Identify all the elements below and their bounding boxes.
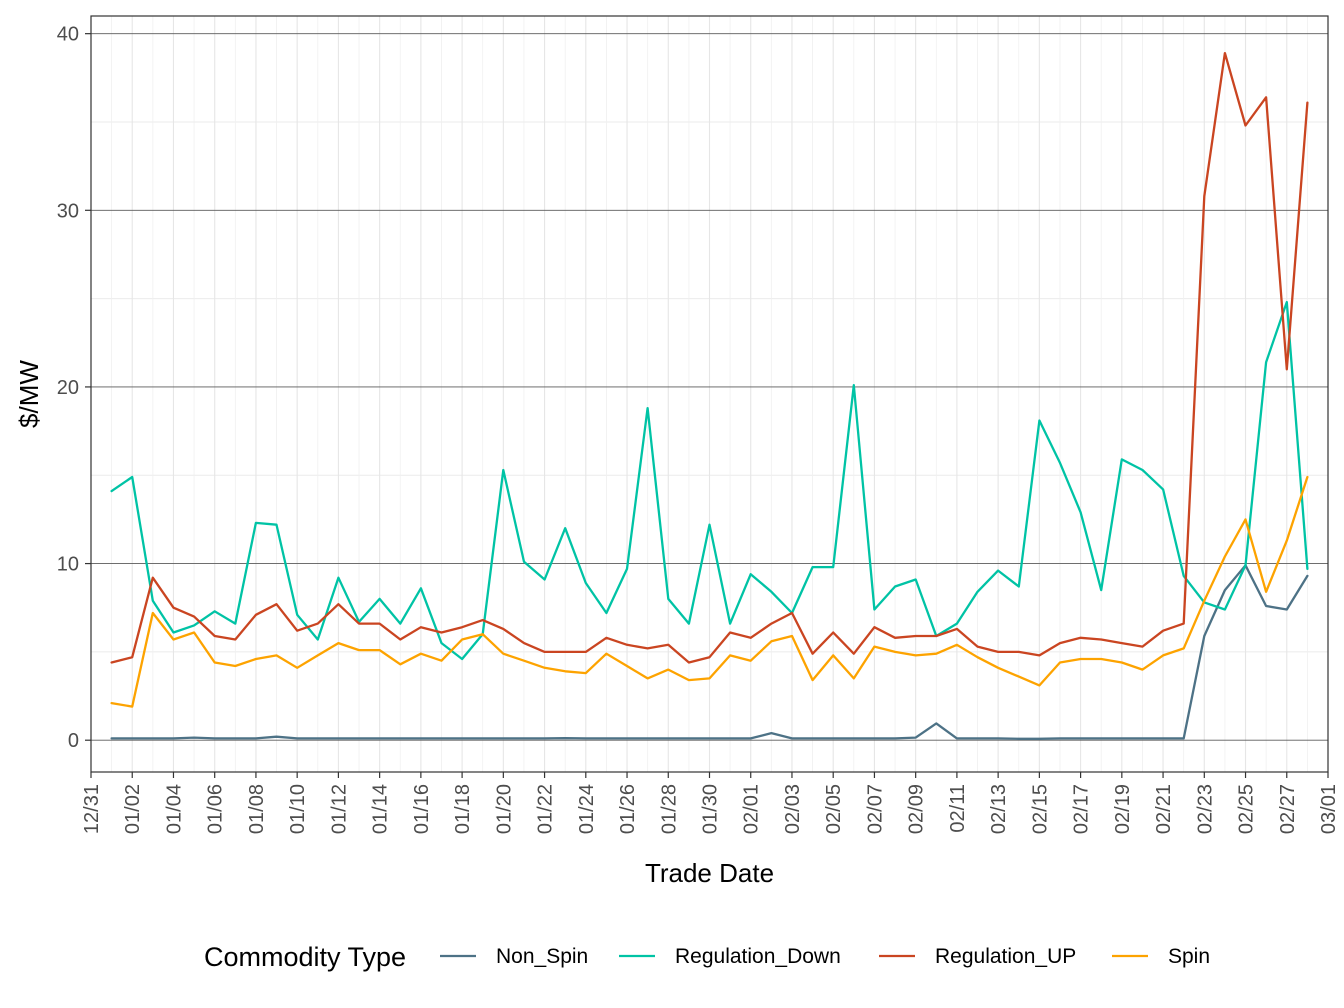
y-tick-label: 0 [68, 730, 79, 752]
x-tick-label: 02/17 [1071, 784, 1093, 834]
x-tick-label: 02/11 [947, 784, 969, 833]
x-tick-label: 02/15 [1029, 784, 1051, 834]
legend-label-regulation-up: Regulation_UP [935, 945, 1076, 968]
x-tick-label: 02/27 [1277, 784, 1299, 834]
x-tick-label: 01/12 [328, 784, 350, 834]
x-tick-label: 02/03 [782, 784, 804, 834]
x-tick-label: 12/31 [81, 784, 103, 834]
x-tick-label: 01/06 [205, 784, 227, 834]
x-tick-label: 01/04 [163, 784, 185, 834]
legend-title: Commodity Type [204, 942, 406, 972]
x-axis-title: Trade Date [645, 858, 774, 888]
x-tick-label: 01/08 [246, 784, 268, 834]
x-tick-label: 02/05 [823, 784, 845, 834]
x-tick-label: 02/07 [864, 784, 886, 834]
x-tick-label: 03/01 [1318, 784, 1340, 834]
x-tick-label: 01/22 [535, 784, 557, 834]
x-tick-label: 01/02 [122, 784, 144, 834]
legend-label-regulation-down: Regulation_Down [675, 945, 841, 968]
x-tick-label: 02/19 [1112, 784, 1134, 834]
x-tick-label: 01/30 [700, 784, 722, 834]
x-tick-label: 01/16 [411, 784, 433, 834]
y-tick-label: 10 [57, 554, 79, 576]
series-line-regulation-up [110, 51, 1309, 664]
x-tick-label: 02/13 [988, 784, 1010, 834]
x-tick-label: 02/25 [1236, 784, 1258, 834]
y-axis-title: $/MW [14, 360, 44, 428]
x-tick-label: 02/01 [741, 784, 763, 834]
x-tick-label: 02/21 [1153, 784, 1175, 834]
x-tick-label: 01/18 [452, 784, 474, 834]
x-tick-label: 02/09 [906, 784, 928, 834]
y-tick-label: 20 [57, 377, 79, 399]
y-axis: 0 10 20 30 40 [57, 24, 91, 752]
legend-label-non-spin: Non_Spin [496, 945, 588, 968]
x-tick-label: 01/28 [658, 784, 680, 834]
x-tick-label: 01/14 [370, 784, 392, 834]
grid [90, 16, 1329, 772]
legend-label-spin: Spin [1168, 945, 1210, 968]
series-line-non-spin [110, 564, 1309, 740]
x-tick-label: 02/23 [1194, 784, 1216, 834]
y-tick-label: 40 [57, 24, 79, 46]
x-axis: 12/31 01/02 01/04 01/06 01/08 01/10 01/12 01/14… [81, 772, 1340, 834]
x-tick-label: 01/24 [576, 784, 598, 834]
legend: Commodity Type Non_Spin Regulation_Down Re… [204, 942, 1210, 972]
series-line-spin [110, 475, 1309, 708]
x-tick-label: 01/26 [617, 784, 639, 834]
series-line-regulation-down [110, 300, 1309, 661]
series-lines [110, 51, 1309, 740]
x-tick-label: 01/10 [287, 784, 309, 834]
x-tick-label: 01/20 [493, 784, 515, 834]
y-tick-label: 30 [57, 200, 79, 222]
